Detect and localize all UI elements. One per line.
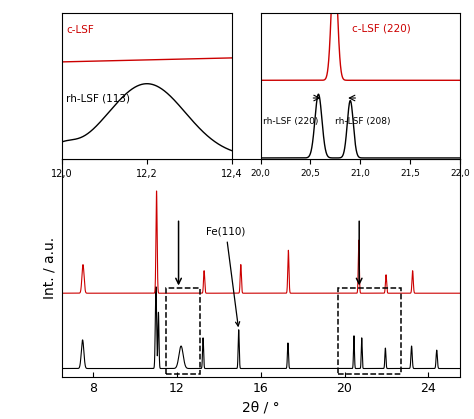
Text: rh-LSF (113): rh-LSF (113) [66,94,130,104]
Y-axis label: Int. / a.u.: Int. / a.u. [42,237,56,299]
Bar [338,288,401,375]
Text: c-LSF (220): c-LSF (220) [352,24,411,34]
Text: rh-LSF (208): rh-LSF (208) [335,116,391,126]
Text: rh-LSF (220): rh-LSF (220) [263,116,318,126]
Text: c-LSF: c-LSF [66,25,94,35]
Bar [166,288,200,375]
Text: Fe(110): Fe(110) [206,227,246,326]
X-axis label: 2θ / °: 2θ / ° [242,401,280,414]
